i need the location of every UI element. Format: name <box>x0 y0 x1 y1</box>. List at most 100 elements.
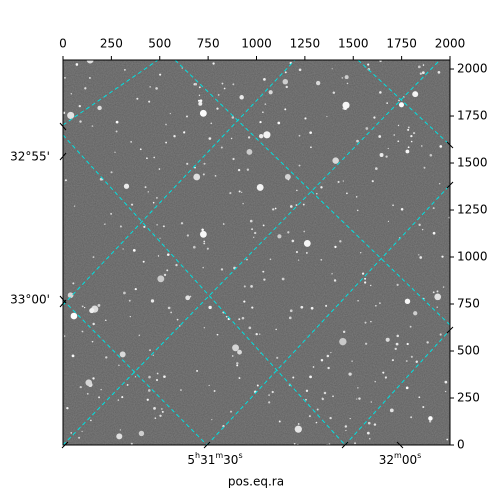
star <box>248 326 252 330</box>
star <box>193 173 201 181</box>
star <box>155 87 158 90</box>
star <box>417 65 421 69</box>
star <box>284 71 287 74</box>
grid-line <box>206 184 450 445</box>
star <box>147 389 151 392</box>
star <box>426 341 429 344</box>
star <box>436 306 438 308</box>
star <box>389 408 394 413</box>
star <box>300 305 304 309</box>
star <box>304 117 307 120</box>
star <box>410 140 413 143</box>
star <box>303 230 306 233</box>
star <box>295 204 298 206</box>
star <box>410 416 413 419</box>
star <box>406 342 409 346</box>
star <box>333 279 337 282</box>
dec-label: 33°00' <box>10 293 50 307</box>
star <box>123 291 126 295</box>
star <box>371 180 374 183</box>
y-tick-label: 1250 <box>457 203 488 217</box>
star <box>400 207 404 211</box>
star <box>439 333 442 336</box>
star <box>339 240 342 243</box>
star <box>369 438 371 440</box>
star <box>86 60 94 64</box>
star <box>444 380 448 384</box>
star <box>312 366 315 368</box>
star <box>309 131 313 135</box>
star <box>146 398 149 401</box>
star <box>167 306 171 310</box>
star <box>418 396 421 399</box>
star <box>79 120 82 123</box>
star <box>134 376 137 378</box>
grid-line <box>174 60 450 326</box>
star <box>116 433 123 440</box>
star <box>346 192 348 195</box>
star <box>413 311 418 316</box>
star <box>418 223 421 227</box>
tick <box>341 441 349 449</box>
star <box>331 68 333 70</box>
star <box>222 424 225 428</box>
tick <box>446 326 454 334</box>
star <box>142 260 145 263</box>
ra-unit: s <box>238 451 242 460</box>
star <box>364 281 367 284</box>
star <box>91 340 94 343</box>
star <box>356 398 358 400</box>
star <box>169 112 171 115</box>
star <box>288 316 292 320</box>
grid-line <box>344 329 450 445</box>
star <box>360 252 362 254</box>
star <box>442 286 445 288</box>
star <box>212 62 215 65</box>
star <box>404 298 411 305</box>
star <box>432 291 435 294</box>
star <box>104 223 106 225</box>
star <box>161 410 164 413</box>
star <box>89 308 95 314</box>
star <box>159 73 162 76</box>
x-tick-label: 0 <box>59 37 67 51</box>
star <box>428 420 432 423</box>
star <box>398 102 405 108</box>
star <box>189 295 192 298</box>
star <box>155 378 159 382</box>
star <box>305 398 307 401</box>
star <box>351 360 353 362</box>
star <box>342 101 350 109</box>
star <box>357 300 359 302</box>
star <box>89 77 91 79</box>
star <box>132 248 136 252</box>
star <box>274 207 277 210</box>
star <box>114 151 116 153</box>
star <box>124 68 126 71</box>
star <box>421 228 424 231</box>
star <box>337 180 340 183</box>
star <box>203 242 206 245</box>
star <box>315 421 318 424</box>
star <box>263 278 266 281</box>
star <box>374 380 377 383</box>
star <box>348 372 352 376</box>
star <box>281 277 285 281</box>
star <box>421 145 423 147</box>
star <box>379 153 384 157</box>
star <box>194 166 196 169</box>
star <box>297 259 300 261</box>
star <box>64 76 66 79</box>
star <box>344 425 348 428</box>
star <box>309 375 312 379</box>
grid-line <box>63 60 441 445</box>
star <box>130 203 134 206</box>
star <box>251 228 253 231</box>
star <box>316 408 319 411</box>
ra-number: 00 <box>402 453 417 467</box>
star <box>119 225 122 228</box>
x-tick-label: 2000 <box>435 37 466 51</box>
star <box>436 290 439 293</box>
y-tick-label: 1000 <box>457 250 488 264</box>
star <box>343 106 347 110</box>
